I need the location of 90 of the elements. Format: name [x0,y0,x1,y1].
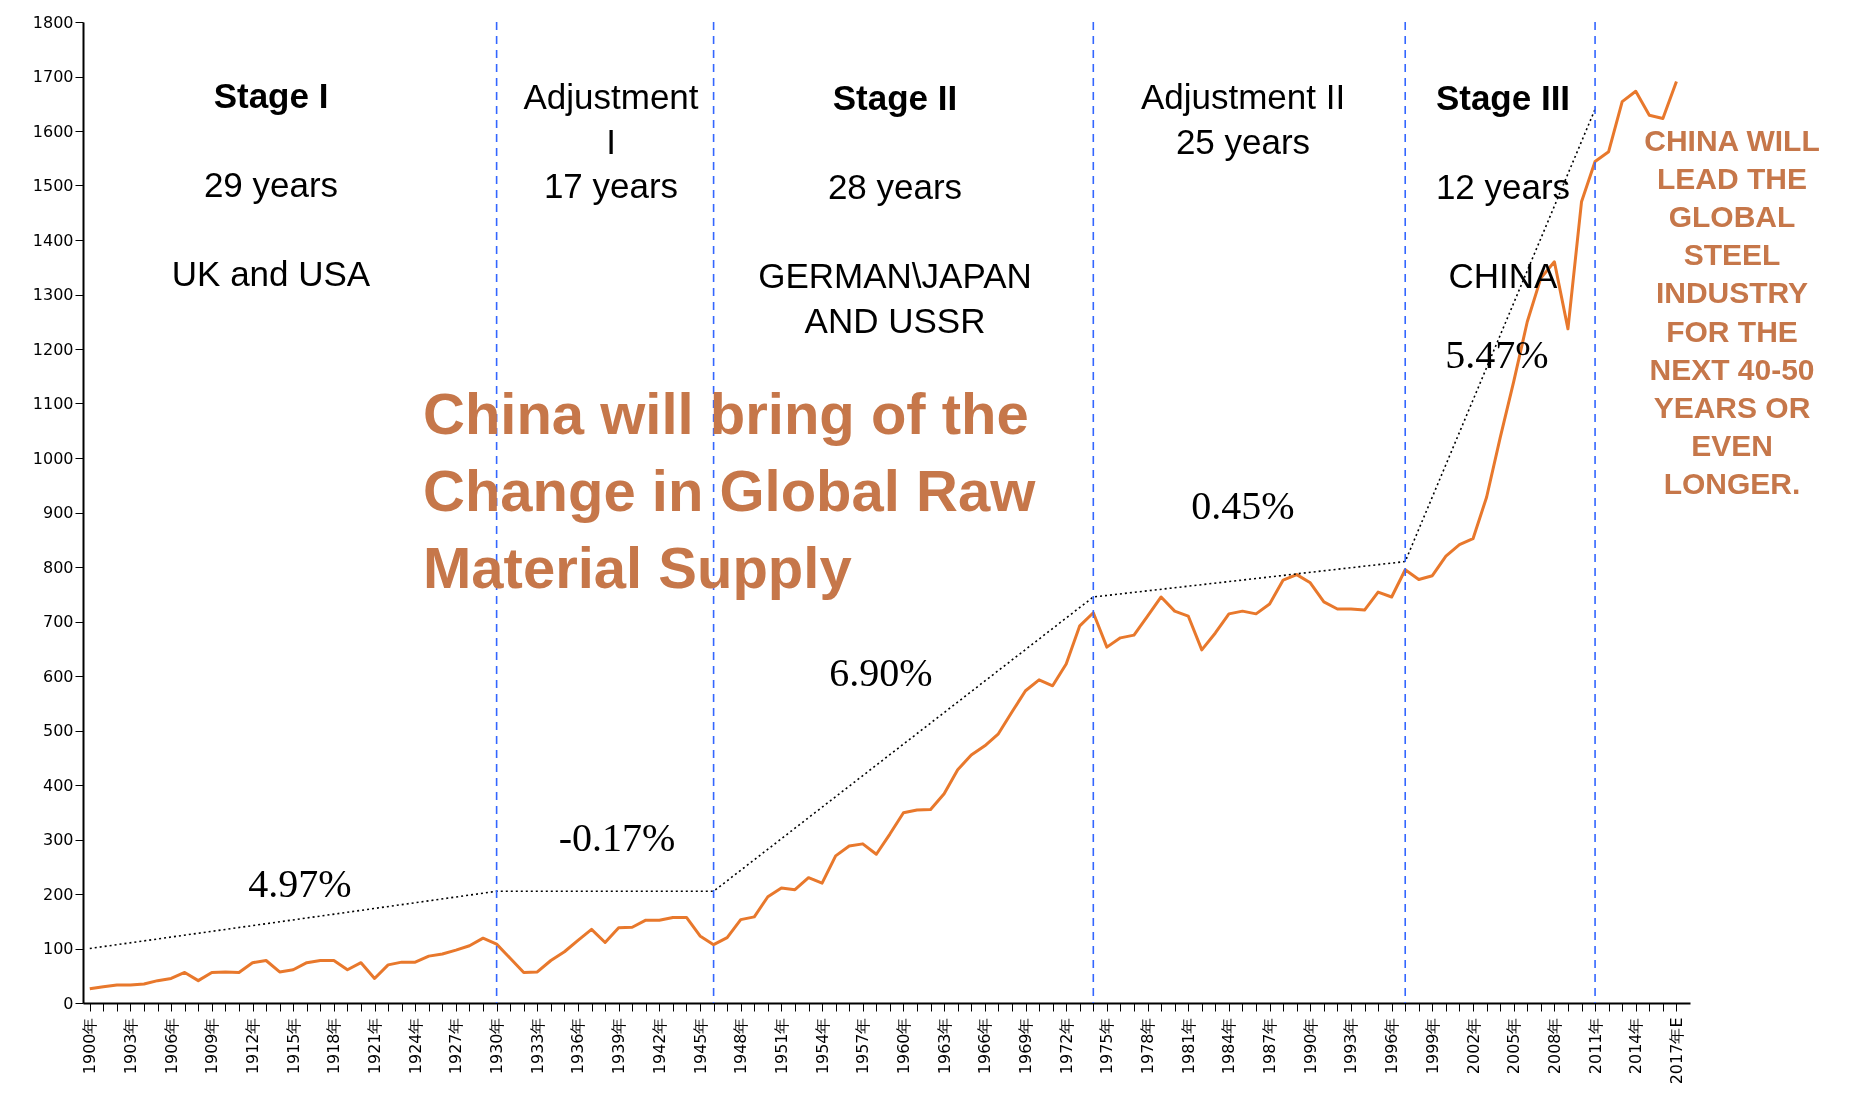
x-tick-label: 1930年 [487,1017,507,1075]
x-tick-label: 1945年 [690,1017,710,1075]
x-tick-label: 2017年E [1666,1017,1686,1085]
y-tick-label: 1200 [32,339,74,359]
x-tick-label: 1909年 [202,1017,222,1075]
y-tick-label: 1800 [32,12,74,32]
x-tick-label: 1942年 [649,1017,669,1075]
y-tick-label: 500 [42,721,74,740]
x-tick-label: 1900年 [80,1017,100,1075]
annotation: Change in Global Raw [423,458,1037,523]
annotation: 25 years [1175,122,1311,161]
x-tick-label: 1975年 [1097,1017,1117,1075]
y-tick-label: 100 [42,939,74,958]
annotation: Material Supply [423,535,852,600]
x-tick-label: 1936年 [568,1017,588,1075]
annotation: CHINA WILL [1644,124,1820,157]
annotation: 4.97% [248,861,352,906]
y-tick-label: 1400 [32,230,74,250]
x-tick-label: 1903年 [120,1017,140,1075]
annotation: 28 years [827,167,963,206]
y-tick-label: 700 [42,612,74,631]
x-tick-label: 1978年 [1138,1017,1158,1075]
annotation: I [606,122,616,161]
text: EVEN [1691,428,1773,462]
x-tick-label: 1999年 [1422,1017,1442,1075]
annotation: Adjustment II [1140,77,1346,116]
x-tick-label: 1948年 [731,1017,751,1075]
x-tick-label: 1996年 [1382,1017,1402,1075]
y-tick-label: 900 [42,503,74,522]
annotation: -0.17% [558,815,676,860]
x-tick-label: 1912年 [243,1017,263,1075]
x-tick-label: 1933年 [527,1017,547,1075]
x-tick-label: 2011年 [1585,1017,1605,1075]
x-tick-label: 1939年 [609,1017,629,1075]
y-tick-label: 1700 [32,67,74,86]
annotation: FOR THE [1666,314,1798,348]
annotation: Stage I [213,76,329,115]
annotation: GERMAN\JAPAN [758,256,1032,295]
x-tick-label: 1957年 [853,1017,873,1075]
x-tick-label: 1906年 [161,1017,181,1075]
y-tick-label: 200 [42,884,74,904]
x-tick-label: 1960年 [893,1017,913,1075]
x-tick-label: 2008年 [1544,1017,1564,1075]
annotation: LEAD THE [1657,162,1807,196]
annotation: 29 years [203,165,339,204]
x-tick-label: 2005年 [1504,1017,1524,1075]
annotation: AND USSR [804,301,986,340]
y-tick-label: 0 [63,993,74,1013]
annotation: 6.90% [829,650,933,695]
x-tick-label: 1954年 [812,1017,832,1075]
y-tick-label: 1300 [32,285,74,304]
x-tick-label: 1966年 [975,1017,995,1075]
x-tick-label: 1927年 [446,1017,466,1075]
annotation: 12 years [1435,167,1571,206]
y-tick-label: 400 [42,775,74,795]
x-tick-label: 1915年 [283,1017,303,1075]
y-tick-label: 800 [42,557,74,577]
x-tick-label: 1969年 [1016,1017,1035,1075]
y-tick-label: 1600 [32,121,74,141]
annotation: Stage III [1435,78,1571,117]
x-tick-label: 1921年 [365,1017,385,1075]
annotation: STEEL [1683,238,1781,272]
x-tick-label: 1918年 [324,1017,344,1075]
annotation: 0.45% [1191,483,1295,528]
annotation: Adjustment [523,77,699,116]
x-tick-label: 1993年 [1341,1017,1361,1075]
annotation: GLOBAL [1668,200,1796,234]
y-tick-label: 1000 [32,448,74,468]
annotation: 17 years [543,166,679,205]
annotation: NEXT 40-50 [1649,352,1815,386]
annotation: LONGER. [1663,466,1801,500]
annotation: UK and USA [171,254,371,293]
x-tick-label: 1963年 [934,1017,954,1075]
y-tick-label: 1100 [32,394,74,413]
y-tick-label: 600 [42,666,74,686]
x-tick-label: 1951年 [771,1017,791,1075]
annotation: INDUSTRY [1655,276,1809,310]
x-tick-label: 2002年 [1463,1017,1483,1075]
x-tick-label: 1924年 [405,1017,425,1075]
x-tick-label: 1990年 [1300,1017,1320,1075]
x-tick-label: 2014年 [1626,1017,1646,1075]
annotation: YEARS OR [1653,390,1811,424]
x-tick-label: 1987年 [1260,1017,1280,1075]
x-tick-label: 1981年 [1178,1017,1198,1075]
y-tick-label: 1500 [32,176,74,195]
x-tick-label: 1972年 [1056,1017,1076,1075]
x-tick-label: 1984年 [1219,1017,1239,1075]
annotation: Stage II [832,78,958,117]
annotation: China will bring of the [423,381,1029,446]
y-tick-label: 300 [42,830,74,849]
